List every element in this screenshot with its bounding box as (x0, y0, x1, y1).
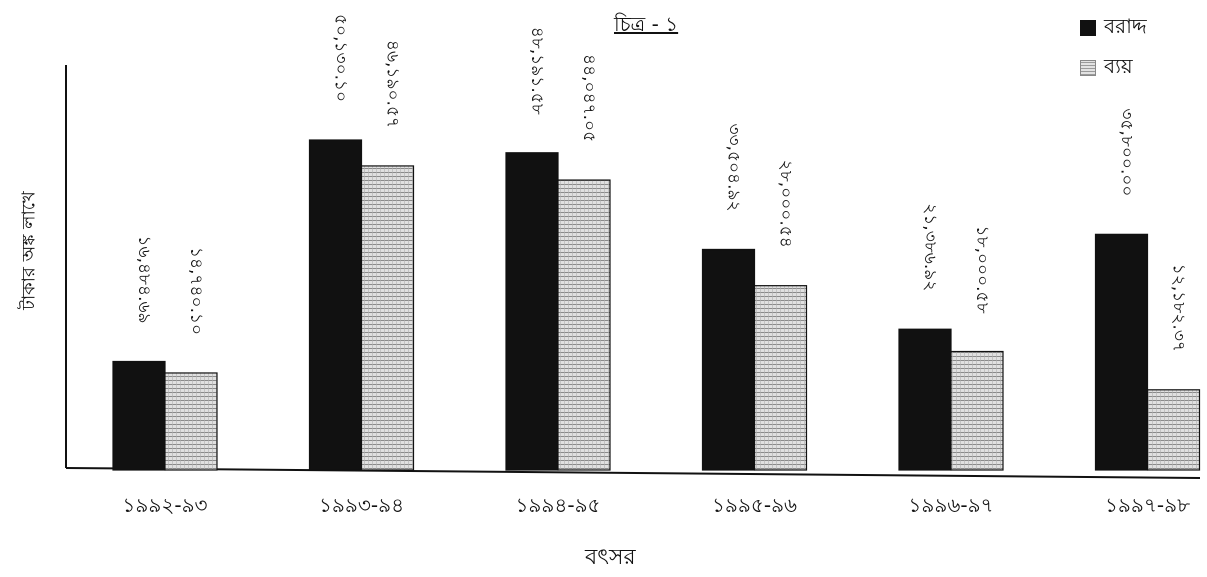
legend-item-expenditure: ব্যয় (1080, 48, 1147, 88)
bar-value-label: ৩৫,৮০০.০০ (1117, 108, 1137, 196)
bar-value-label: ৫০,১৩০.১০ (331, 14, 351, 102)
bar-expenditure (360, 165, 415, 471)
bar-value-label: ৪৮,১৯১.৫৮ (527, 27, 547, 115)
x-tick-label: ১৯৯৪-৯৫ (515, 493, 600, 517)
bar-allocation (505, 152, 559, 471)
bar-value-label: ২৮,০০০.৫৪ (776, 160, 796, 248)
bar-allocation (112, 360, 166, 471)
x-tick-label: ১৯৯৭-৯৮ (1105, 493, 1190, 517)
bar-expenditure (1146, 389, 1201, 471)
bar-value-label: ১৬,৪৮৪.৬৯ (134, 235, 154, 323)
bar-value-label: ২১,৩৮৬.৯২ (920, 203, 940, 291)
chart-title: চিত্র - ১ (614, 12, 679, 36)
x-axis-label: বৎসর (585, 545, 636, 570)
bar-expenditure (950, 350, 1004, 471)
legend: বরাদ্দ ব্যয় (1080, 8, 1147, 88)
bar-value-label: ৪৬,১৯০.৫৭ (383, 40, 403, 128)
bar-expenditure (164, 372, 218, 471)
legend-swatch-expenditure (1080, 60, 1096, 76)
bar-value-label: ১৪,৭৪০.১০ (186, 247, 206, 335)
bar-allocation (1094, 233, 1149, 471)
bar-allocation (898, 328, 952, 471)
legend-item-allocation: বরাদ্দ (1080, 8, 1147, 48)
x-axis (65, 467, 1201, 479)
bar-expenditure (557, 179, 611, 471)
legend-label-allocation: বরাদ্দ (1104, 13, 1147, 38)
x-tick-label: ১৯৯২-৯৩ (122, 493, 207, 517)
bar-allocation (308, 139, 363, 471)
bar-value-label: ১৮,০০০.৫৮ (972, 226, 992, 314)
legend-label-expenditure: ব্যয় (1104, 53, 1133, 78)
bar-allocation (701, 248, 756, 471)
x-tick-label: ১৯৯৬-৯৭ (908, 493, 993, 517)
bar-value-label: ৩৩,৫০৪.৯২ (724, 123, 744, 211)
bar-expenditure (753, 285, 808, 471)
bar-value-label: ৪৪,০৪৭.০৫ (579, 54, 599, 142)
bar-value-label: ১২,১৮২.৩৭ (1169, 264, 1189, 352)
legend-swatch-allocation (1080, 20, 1096, 36)
x-tick-label: ১৯৯৫-৯৬ (712, 493, 797, 517)
y-axis-label: টাকার অঙ্ক লাখে (18, 191, 40, 310)
x-tick-label: ১৯৯৩-৯৪ (319, 493, 404, 517)
